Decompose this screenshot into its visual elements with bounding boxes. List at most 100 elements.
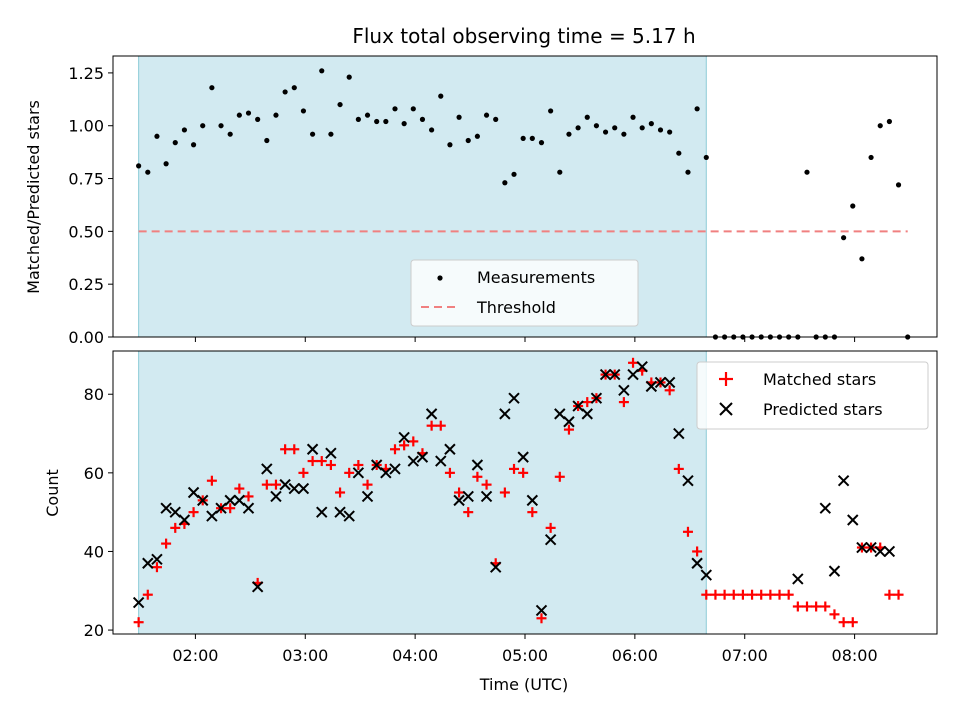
matched-star-point (234, 483, 245, 494)
measurement-point (685, 169, 691, 175)
matched-star-point (206, 475, 217, 486)
matched-star-point (435, 420, 446, 431)
predicted-star-point (416, 451, 429, 463)
predicted-star-point (352, 467, 365, 479)
measurement-point (346, 74, 352, 80)
predicted-star-point (883, 545, 896, 558)
count-x-tick-label: 03:00 (282, 646, 328, 665)
matched-star-point (444, 467, 455, 478)
matched-star-point (151, 562, 162, 573)
predicted-star-point (407, 455, 420, 467)
predicted-star-point (187, 486, 200, 499)
count-y-tick-label: 40 (84, 542, 104, 561)
predicted-star-point (865, 541, 877, 554)
matched-star-point (628, 357, 639, 368)
count-legend-box (696, 361, 929, 430)
matched-star-point (454, 487, 465, 498)
predicted-star-point (251, 581, 264, 593)
measurement-point (300, 108, 307, 114)
measurement-point (392, 106, 398, 112)
predicted-star-point (499, 408, 511, 420)
measurement-point (868, 154, 874, 161)
legend-measurements-label: Measurements (477, 268, 595, 287)
ratio-y-tick-label: 1.25 (68, 64, 104, 83)
measurement-point (429, 127, 435, 133)
matched-star-point (682, 526, 693, 537)
predicted-star-point (663, 376, 676, 389)
predicted-star-point (627, 368, 639, 381)
predicted-star-point (425, 408, 438, 420)
measurement-point (264, 137, 270, 144)
measurement-point (511, 171, 517, 177)
predicted-star-point (151, 553, 163, 566)
measurement-point (584, 114, 590, 120)
measurement-point (493, 116, 499, 122)
matched-star-point (499, 487, 510, 498)
predicted-star-point (874, 545, 886, 558)
matched-star-point (170, 522, 181, 533)
measurement-point (850, 203, 856, 209)
ratio-y-tick-label: 0.75 (68, 170, 104, 189)
predicted-star-point (197, 494, 209, 507)
measurement-point (593, 123, 600, 129)
measurement-point (804, 169, 810, 175)
measurement-point (639, 125, 645, 131)
measurement-point (401, 121, 407, 127)
predicted-star-point (489, 561, 502, 573)
count-x-tick-label: 08:00 (832, 646, 878, 665)
ratio-legend-box (410, 259, 639, 327)
predicted-star-point (370, 459, 383, 471)
measurement-point (309, 131, 316, 137)
matched-star-point (756, 589, 767, 600)
measurement-point (602, 129, 609, 135)
predicted-star-point (325, 447, 337, 459)
predicted-star-point (380, 467, 392, 479)
matched-star-point (133, 617, 144, 628)
measurement-point (703, 154, 709, 161)
matched-star-point (325, 459, 336, 470)
ratio-panel: 0.00 0.25 0.50 0.75 1.00 1.25 Flux total obse… (24, 24, 938, 347)
matched-star-point (408, 436, 419, 447)
predicted-star-point (526, 494, 539, 507)
ratio-y-tick-label: 0.00 (68, 328, 104, 347)
matched-star-point (261, 479, 272, 490)
count-legend: Matched stars Predicted stars (696, 361, 929, 430)
measurement-point (227, 131, 233, 137)
predicted-star-point (334, 506, 346, 518)
measurement-point (190, 142, 197, 148)
measurement-point (145, 169, 151, 175)
predicted-star-point (508, 392, 520, 404)
predicted-star-point (261, 463, 273, 475)
matched-star-point (399, 440, 410, 451)
matched-star-point (737, 589, 748, 600)
count-x-axis-label: Time (UTC) (479, 675, 568, 694)
matched-star-point (243, 491, 254, 502)
predicted-star-point (206, 510, 218, 522)
predicted-star-point (581, 408, 593, 420)
measurement-point (419, 116, 426, 122)
predicted-stars-points (132, 361, 896, 617)
predicted-star-point (453, 494, 465, 507)
measurement-point (841, 235, 847, 241)
matched-star-point (280, 444, 291, 455)
predicted-star-point (435, 455, 447, 467)
legend-matched-label: Matched stars (763, 370, 876, 389)
measurement-point (474, 133, 480, 139)
measurement-point (319, 68, 325, 74)
measurement-point (355, 116, 361, 122)
predicted-star-point (517, 451, 529, 463)
matched-star-point (893, 589, 904, 600)
measurement-point (255, 116, 261, 122)
matched-star-point (783, 589, 794, 600)
matched-star-point (747, 589, 758, 600)
count-y-ticks: 20 40 60 80 (84, 385, 113, 640)
predicted-star-point (636, 361, 648, 373)
count-x-ticks: 02:00 03:00 04:00 05:00 06:00 07:00 08:00 (172, 634, 878, 665)
count-x-tick-label: 02:00 (172, 646, 218, 665)
measurement-point (218, 123, 224, 129)
matched-star-point (472, 471, 483, 482)
predicted-star-point (142, 557, 154, 569)
matched-star-point (188, 507, 199, 518)
matched-star-point (664, 385, 675, 396)
